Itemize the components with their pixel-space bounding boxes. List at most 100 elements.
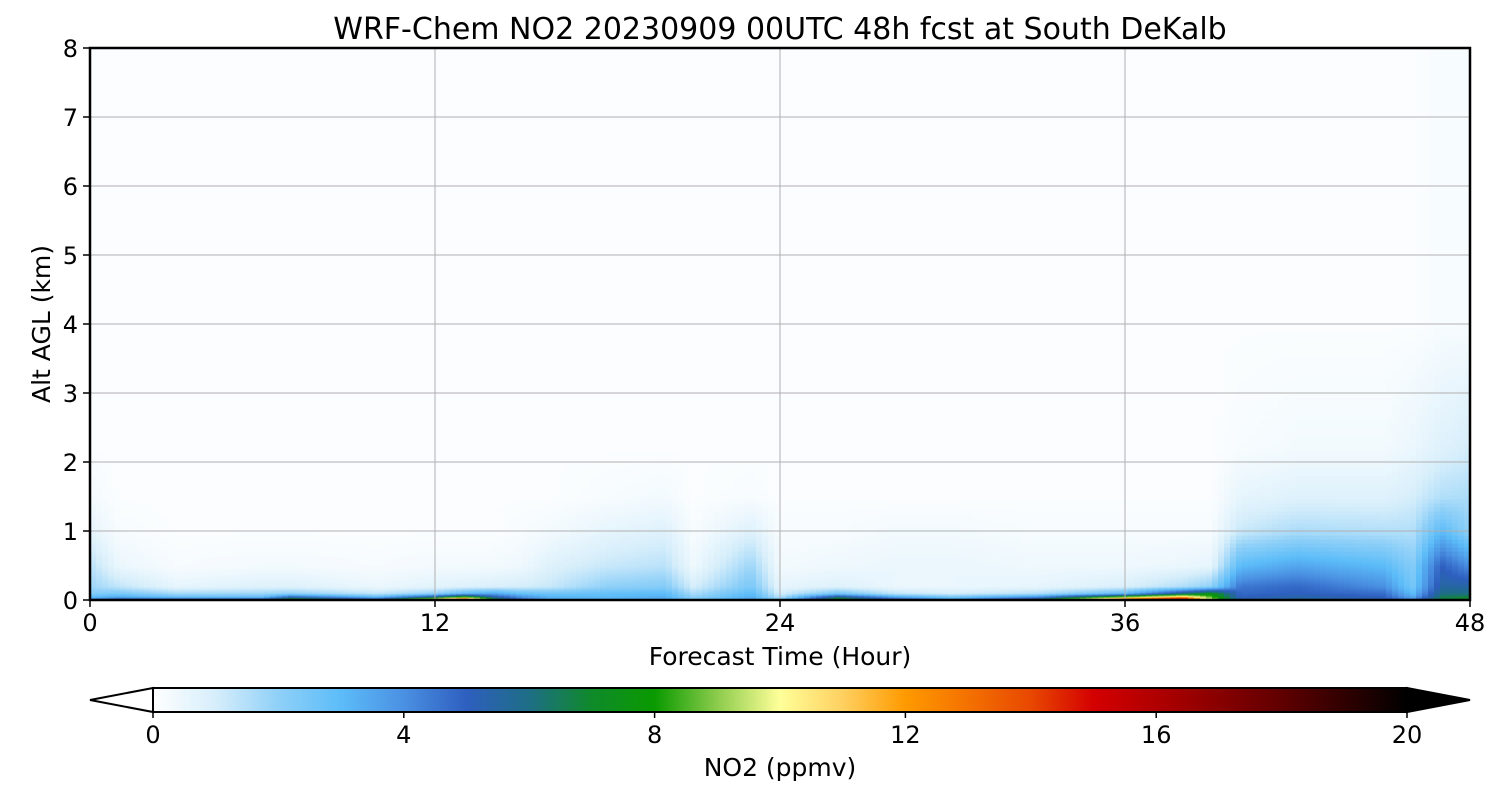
heatmap-cell xyxy=(96,111,103,116)
heatmap-cell xyxy=(120,375,127,380)
heatmap-cell xyxy=(216,119,223,124)
heatmap-cell xyxy=(186,191,193,196)
heatmap-cell xyxy=(180,419,187,424)
heatmap-cell xyxy=(120,147,127,152)
heatmap-cell xyxy=(192,319,199,324)
heatmap-cell xyxy=(132,107,139,112)
heatmap-cell xyxy=(258,515,265,520)
heatmap-cell xyxy=(156,271,163,276)
heatmap-cell xyxy=(156,467,163,472)
heatmap-cell xyxy=(222,363,229,368)
heatmap-cell xyxy=(156,187,163,192)
heatmap-cell xyxy=(156,319,163,324)
heatmap-cell xyxy=(150,95,157,100)
heatmap-cell xyxy=(144,299,151,304)
heatmap-cell xyxy=(102,415,109,420)
heatmap-cell xyxy=(114,131,121,136)
heatmap-cell xyxy=(168,303,175,308)
heatmap-cell xyxy=(210,331,217,336)
heatmap-cell xyxy=(240,431,247,436)
heatmap-cell xyxy=(240,179,247,184)
heatmap-cell xyxy=(198,159,205,164)
heatmap-cell xyxy=(144,79,151,84)
heatmap-cell xyxy=(252,295,259,300)
heatmap-cell xyxy=(186,255,193,260)
heatmap-cell xyxy=(228,455,235,460)
chart-title: WRF-Chem NO2 20230909 00UTC 48h fcst at … xyxy=(333,12,1226,47)
heatmap-cell xyxy=(174,275,181,280)
heatmap-cell xyxy=(198,403,205,408)
heatmap-cell xyxy=(120,223,127,228)
heatmap-cell xyxy=(156,367,163,372)
heatmap-cell xyxy=(240,103,247,108)
heatmap-cell xyxy=(192,171,199,176)
heatmap-cell xyxy=(96,487,103,492)
heatmap-cell xyxy=(186,95,193,100)
heatmap-cell xyxy=(246,491,253,496)
heatmap-cell xyxy=(156,263,163,268)
heatmap-cell xyxy=(126,63,133,68)
heatmap-cell xyxy=(180,507,187,512)
heatmap-cell xyxy=(144,91,151,96)
heatmap-cell xyxy=(156,163,163,168)
heatmap-cell xyxy=(204,207,211,212)
heatmap-cell xyxy=(174,451,181,456)
heatmap-cell xyxy=(204,483,211,488)
heatmap-cell xyxy=(204,383,211,388)
heatmap-cell xyxy=(174,159,181,164)
heatmap-cell xyxy=(204,91,211,96)
heatmap-cell xyxy=(234,535,241,540)
heatmap-cell xyxy=(114,123,121,128)
heatmap-cell xyxy=(168,255,175,260)
heatmap-cell xyxy=(186,283,193,288)
heatmap-cell xyxy=(132,495,139,500)
heatmap-cell xyxy=(246,335,253,340)
heatmap-cell xyxy=(222,351,229,356)
heatmap-cell xyxy=(162,239,169,244)
heatmap-cell xyxy=(108,375,115,380)
heatmap-cell xyxy=(204,199,211,204)
heatmap-cell xyxy=(192,83,199,88)
heatmap-cell xyxy=(108,211,115,216)
heatmap-cell xyxy=(258,227,265,232)
heatmap-cell xyxy=(150,255,157,260)
heatmap-cell xyxy=(132,371,139,376)
heatmap-cell xyxy=(222,499,229,504)
heatmap-cell xyxy=(240,111,247,116)
heatmap-cell xyxy=(210,355,217,360)
heatmap-cell xyxy=(156,211,163,216)
heatmap-cell xyxy=(192,279,199,284)
heatmap-cell xyxy=(138,507,145,512)
heatmap-cell xyxy=(252,315,259,320)
heatmap-cell xyxy=(174,207,181,212)
heatmap-cell xyxy=(138,423,145,428)
heatmap-cell xyxy=(252,535,259,540)
heatmap-cell xyxy=(156,103,163,108)
heatmap-cell xyxy=(204,327,211,332)
heatmap-cell xyxy=(192,347,199,352)
heatmap-cell xyxy=(192,303,199,308)
heatmap-cell xyxy=(174,327,181,332)
heatmap-cell xyxy=(240,247,247,252)
heatmap-cell xyxy=(222,475,229,480)
heatmap-cell xyxy=(108,167,115,172)
heatmap-cell xyxy=(144,263,151,268)
heatmap-cell xyxy=(258,135,265,140)
heatmap-cell xyxy=(222,327,229,332)
heatmap-cell xyxy=(96,411,103,416)
heatmap-cell xyxy=(168,523,175,528)
heatmap-cell xyxy=(216,111,223,116)
heatmap-cell xyxy=(126,327,133,332)
heatmap-cell xyxy=(126,495,133,500)
heatmap-cell xyxy=(108,179,115,184)
heatmap-cell xyxy=(234,307,241,312)
heatmap-cell xyxy=(114,475,121,480)
heatmap-cell xyxy=(102,515,109,520)
heatmap-cell xyxy=(258,99,265,104)
heatmap-cell xyxy=(96,399,103,404)
heatmap-cell xyxy=(138,455,145,460)
heatmap-cell xyxy=(192,531,199,536)
heatmap-cell xyxy=(252,515,259,520)
heatmap-cell xyxy=(222,439,229,444)
heatmap-cell xyxy=(216,215,223,220)
